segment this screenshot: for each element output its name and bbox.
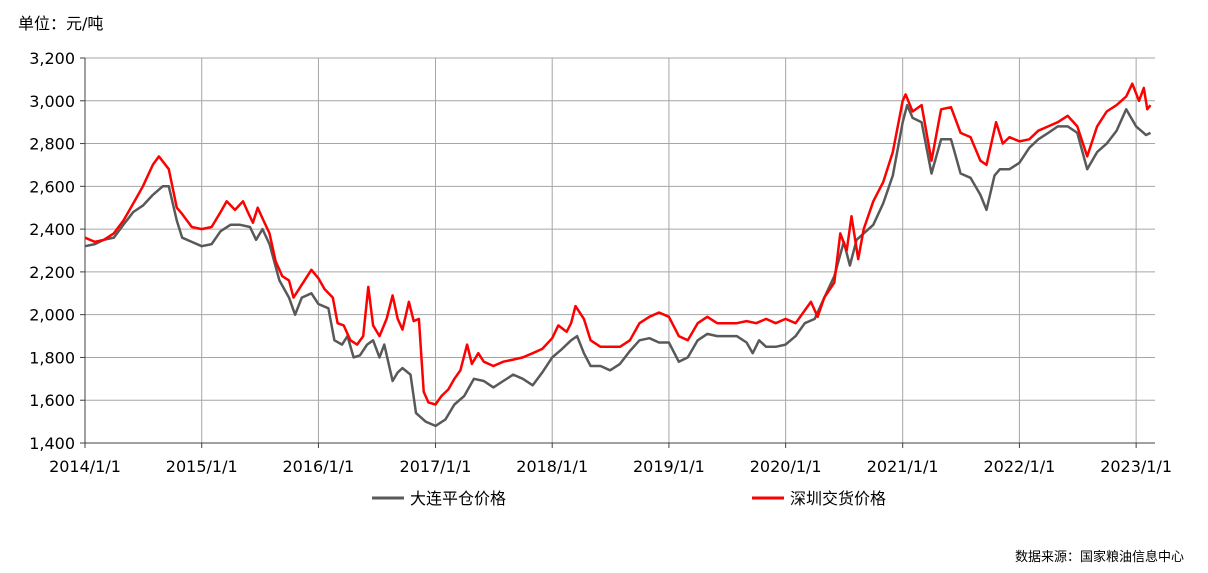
x-tick-label: 2022/1/1: [983, 457, 1055, 476]
y-tick-label: 3,200: [29, 49, 75, 68]
series-line-1: [84, 103, 1152, 428]
x-tick-label: 2020/1/1: [750, 457, 822, 476]
x-axis-ticks: 2014/1/1 2015/1/1 2016/1/1 2017/1/1 2018/1/1…: [49, 443, 1172, 476]
legend: 大连平仓价格 深圳交货价格: [372, 489, 886, 508]
unit-label: 单位：元/吨: [18, 14, 104, 33]
x-tick-label: 2019/1/1: [633, 457, 705, 476]
y-tick-label: 1,600: [29, 391, 75, 410]
x-tick-label: 2021/1/1: [867, 457, 939, 476]
source-note: 数据来源：国家粮油信息中心: [1014, 550, 1184, 565]
grid: [84, 57, 1155, 444]
y-tick-label: 2,000: [29, 306, 75, 325]
y-tick-label: 1,400: [29, 434, 75, 453]
legend-label: 深圳交货价格: [790, 489, 886, 508]
axes: [84, 58, 1155, 444]
x-tick-label: 2017/1/1: [400, 457, 472, 476]
series-line-2: [84, 82, 1152, 406]
y-axis-ticks: 1,400 1,600 1,800 2,000 2,200 2,400 2,600 2,800…: [29, 49, 85, 453]
x-tick-label: 2015/1/1: [166, 457, 238, 476]
y-tick-label: 2,200: [29, 263, 75, 282]
y-tick-label: 2,400: [29, 220, 75, 239]
y-tick-label: 1,800: [29, 348, 75, 367]
y-tick-label: 2,600: [29, 177, 75, 196]
legend-label: 大连平仓价格: [410, 489, 506, 508]
y-tick-label: 3,000: [29, 92, 75, 111]
x-tick-label: 2023/1/1: [1100, 457, 1172, 476]
y-tick-label: 2,800: [29, 135, 75, 154]
x-tick-label: 2016/1/1: [283, 457, 355, 476]
series-lines: [84, 82, 1152, 428]
x-tick-label: 2018/1/1: [516, 457, 588, 476]
x-tick-label: 2014/1/1: [49, 457, 121, 476]
